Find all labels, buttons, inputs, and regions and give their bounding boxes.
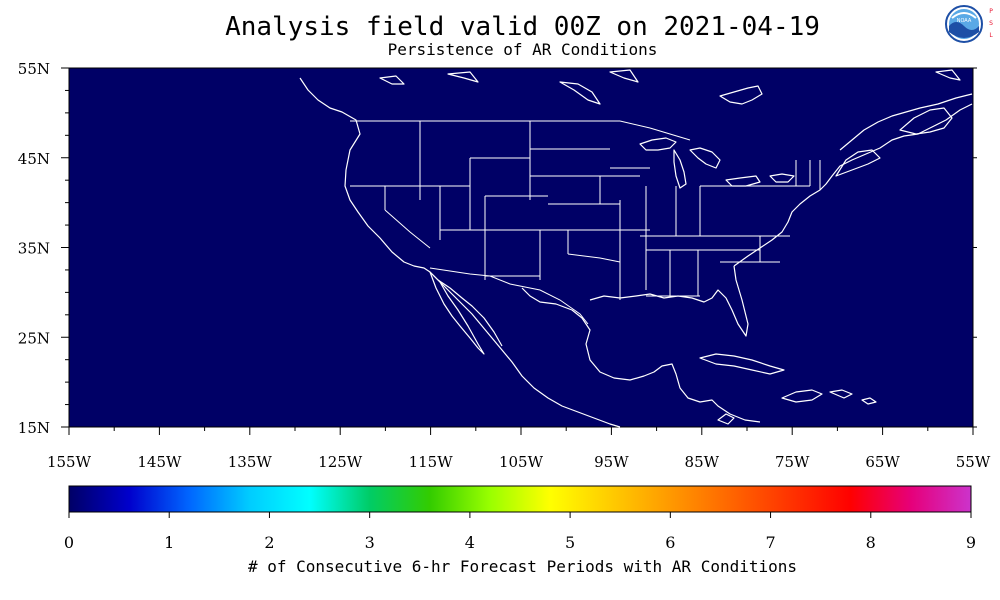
colorbar-tick-label: 0 (64, 533, 74, 552)
coastlines (299, 69, 973, 428)
lat-tick-label: 55N (18, 60, 50, 78)
lat-tick-label: 35N (18, 240, 50, 258)
state-borders (350, 120, 821, 325)
colorbar-tick-label: 2 (264, 533, 274, 552)
lon-tick-label: 75W (775, 453, 810, 471)
colorbar-label: # of Consecutive 6-hr Forecast Periods w… (247, 557, 798, 576)
colorbar-tick-label: 4 (465, 533, 475, 552)
lon-tick-label: 95W (594, 453, 629, 471)
lat-tick-label: 25N (18, 329, 50, 347)
colorbar-tick-label: 7 (765, 533, 775, 552)
noaa-logo: NOAA P S L (945, 5, 993, 43)
page-subtitle: Persistence of AR Conditions (387, 40, 658, 59)
lat-tick-label: 45N (18, 150, 50, 168)
lon-tick-label: 65W (865, 453, 900, 471)
colorbar-tick-label: 3 (365, 533, 375, 552)
colorbar: 0 1 2 3 4 5 6 7 8 9 (64, 485, 976, 552)
colorbar-gradient (68, 485, 972, 513)
colorbar-tick-label: 5 (565, 533, 575, 552)
colorbar-tick-label: 8 (866, 533, 876, 552)
lon-tick-label: 155W (47, 453, 92, 471)
lon-tick-label: 145W (137, 453, 182, 471)
svg-text:S: S (989, 20, 993, 27)
lon-tick-label: 125W (318, 453, 363, 471)
lon-tick-label: 135W (228, 453, 273, 471)
lon-tick-label: 55W (956, 453, 991, 471)
page-title: Analysis field valid 00Z on 2021-04-19 (225, 12, 820, 42)
lat-tick-label: 15N (18, 419, 50, 437)
colorbar-tick-label: 6 (665, 533, 675, 552)
lat-axis: 55N 45N 35N 25N 15N (18, 60, 977, 437)
lon-tick-label: 85W (685, 453, 720, 471)
map-panel (68, 67, 974, 428)
noaa-logo-text: NOAA (957, 18, 972, 24)
lon-axis: 155W 145W 135W 125W 115W 105W 95W 85W 75W 65W 55W (47, 427, 991, 471)
lon-tick-label: 105W (499, 453, 544, 471)
svg-text:L: L (989, 32, 993, 39)
colorbar-tick-label: 9 (966, 533, 976, 552)
lon-tick-label: 115W (409, 453, 454, 471)
svg-text:P: P (989, 8, 993, 15)
colorbar-tick-label: 1 (164, 533, 174, 552)
